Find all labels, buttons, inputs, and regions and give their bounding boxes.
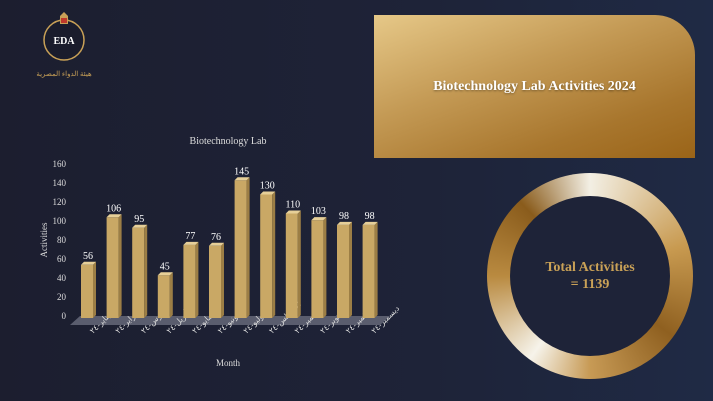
y-tick-label: 40 [57, 273, 67, 283]
bar-top [157, 272, 173, 276]
y-tick-label: 140 [53, 178, 67, 188]
title-banner: Biotechnology Lab Activities 2024 [374, 15, 695, 158]
banner-title: Biotechnology Lab Activities 2024 [433, 78, 636, 94]
bar-top [106, 214, 122, 218]
chart-floor [70, 316, 390, 325]
bar [234, 180, 247, 318]
y-axis-label: Activities [39, 222, 49, 257]
svg-text:هيئة الدواء المصرية: هيئة الدواء المصرية [36, 70, 92, 78]
bar-side [272, 191, 276, 318]
bar-top [260, 191, 276, 195]
y-tick-label: 20 [57, 292, 67, 302]
data-label: 77 [185, 231, 195, 242]
bar-top [183, 241, 199, 245]
bar-side [297, 210, 301, 318]
bar-side [144, 224, 148, 318]
eda-logo: EDA هيئة الدواء المصرية [36, 12, 92, 78]
data-label: 98 [339, 211, 349, 222]
bar [362, 224, 375, 318]
bar-side [323, 217, 327, 318]
data-label: 56 [83, 251, 93, 262]
bar-chart: Biotechnology Lab Month Activities 0 20 40… [39, 136, 400, 368]
data-label: 145 [234, 166, 249, 177]
data-label: 130 [260, 181, 275, 192]
bar-top [81, 261, 96, 265]
y-tick-label: 60 [57, 254, 67, 264]
bar [260, 194, 273, 318]
total-ring: Total Activities = 1139 [487, 173, 693, 379]
bar-top [234, 177, 250, 181]
bar-top [337, 221, 352, 225]
bar [157, 275, 170, 318]
data-label: 95 [134, 214, 144, 225]
bar [337, 224, 349, 318]
bar-top [132, 224, 148, 228]
bar-top [285, 210, 301, 214]
bar-top [311, 217, 327, 221]
bar-side [118, 214, 122, 318]
y-tick-label: 100 [53, 216, 67, 226]
total-value: = 1139 [570, 277, 610, 292]
bar-side [246, 177, 250, 318]
y-tick-label: 120 [53, 197, 67, 207]
data-label: 106 [106, 203, 121, 214]
bar-side [169, 272, 173, 318]
bar [81, 264, 93, 318]
data-label: 45 [160, 261, 170, 272]
bar [209, 245, 221, 318]
bar-side [349, 221, 352, 318]
y-tick-label: 80 [57, 235, 67, 245]
y-tick-label: 160 [53, 159, 67, 169]
data-label: 98 [365, 211, 375, 222]
bar-side [374, 221, 378, 318]
bar-side [195, 241, 199, 318]
bar-top [209, 242, 224, 246]
data-label: 76 [211, 232, 221, 243]
data-label: 110 [285, 200, 300, 211]
bar-top [362, 221, 378, 225]
x-axis-label: Month [216, 358, 241, 368]
bar [311, 220, 324, 318]
data-label: 103 [311, 206, 326, 217]
chart-title: Biotechnology Lab [190, 136, 267, 147]
bar [183, 244, 196, 318]
total-label: Total Activities [545, 260, 635, 275]
bar-side [93, 261, 96, 318]
bar [106, 217, 119, 318]
y-tick-label: 0 [62, 311, 67, 321]
bar [132, 227, 145, 318]
svg-text:EDA: EDA [53, 36, 75, 47]
bar [285, 213, 298, 318]
bar-side [221, 242, 224, 318]
